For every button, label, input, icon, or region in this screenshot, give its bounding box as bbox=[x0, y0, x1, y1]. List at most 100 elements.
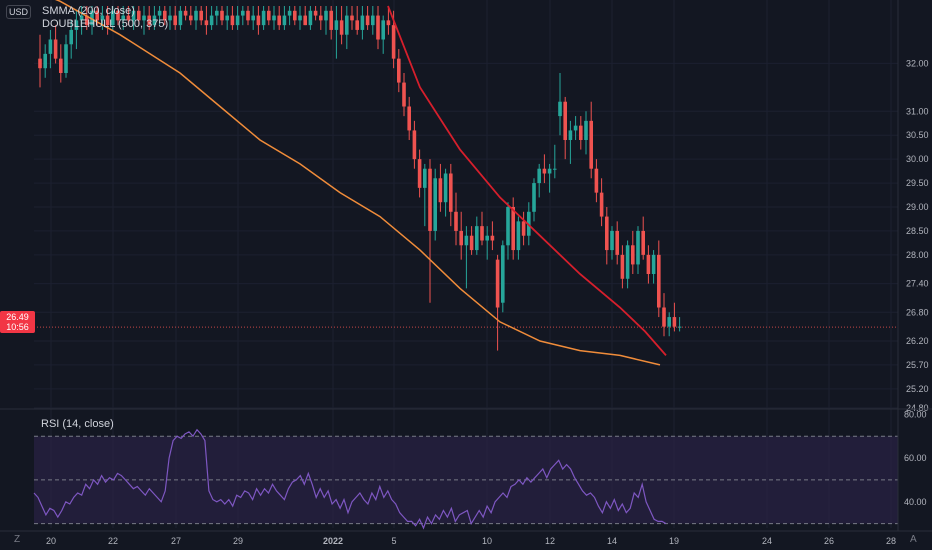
candle-body bbox=[438, 178, 443, 203]
candle-body bbox=[345, 15, 349, 35]
rsi-tick-label: 60.00 bbox=[904, 453, 927, 463]
candle-body bbox=[256, 15, 261, 26]
candle-body bbox=[386, 20, 391, 26]
candle-body bbox=[64, 44, 68, 73]
candle-body bbox=[511, 207, 515, 251]
last-price-label: 26.49 10:56 bbox=[0, 311, 35, 333]
candle-body bbox=[636, 230, 640, 265]
timezone-button[interactable]: Z bbox=[14, 534, 21, 545]
candle-body bbox=[339, 20, 344, 35]
candle-body bbox=[620, 254, 625, 279]
candle-body bbox=[672, 317, 677, 327]
legend-smma[interactable]: SMMA (200, close) bbox=[42, 5, 135, 17]
candle-body bbox=[646, 254, 651, 274]
candle-body bbox=[412, 130, 417, 160]
candle-body bbox=[589, 120, 593, 169]
candle-body bbox=[625, 245, 630, 279]
candlestick-series bbox=[34, 6, 898, 351]
candle-body bbox=[277, 15, 281, 26]
candle-body bbox=[584, 120, 588, 140]
candle-body bbox=[69, 29, 73, 45]
candle-body bbox=[407, 106, 411, 131]
price-tick-label: 30.00 bbox=[906, 154, 929, 164]
candle-body bbox=[121, 15, 125, 21]
candle-body bbox=[594, 168, 599, 193]
price-tick-label: 26.80 bbox=[906, 307, 929, 317]
candle-body bbox=[610, 230, 614, 251]
candle-body bbox=[53, 39, 58, 59]
legend-rsi[interactable]: RSI (14, close) bbox=[41, 418, 114, 430]
candle-body bbox=[48, 39, 53, 54]
candle-body bbox=[230, 15, 235, 26]
candle-body bbox=[272, 15, 276, 21]
bar-countdown: 10:56 bbox=[6, 322, 29, 332]
time-tick-label: 29 bbox=[233, 536, 243, 546]
time-tick-label: 20 bbox=[46, 536, 56, 546]
candle-body bbox=[371, 15, 375, 26]
candle-body bbox=[111, 10, 115, 26]
price-tick-label: 24.80 bbox=[906, 403, 929, 413]
candle-body bbox=[428, 168, 432, 231]
candle-body bbox=[85, 15, 89, 26]
candle-body bbox=[204, 20, 209, 26]
candle-body bbox=[376, 15, 380, 40]
candle-body bbox=[189, 15, 193, 21]
currency-badge[interactable]: USD bbox=[6, 5, 32, 19]
candle-body bbox=[74, 20, 79, 30]
candle-body bbox=[568, 130, 573, 140]
time-tick-label: 5 bbox=[391, 536, 396, 546]
candle-body bbox=[303, 15, 307, 26]
candle-body bbox=[563, 101, 567, 140]
candle-body bbox=[355, 20, 359, 30]
candle-body bbox=[308, 10, 313, 26]
candle-body bbox=[402, 82, 406, 107]
candle-body bbox=[662, 307, 666, 327]
candle-body bbox=[433, 178, 437, 231]
candle-body bbox=[547, 168, 552, 174]
rsi-line bbox=[33, 428, 667, 530]
candle-body bbox=[220, 10, 224, 21]
candle-body bbox=[542, 168, 547, 174]
candle-body bbox=[579, 125, 583, 140]
candle-body bbox=[454, 211, 458, 231]
candle-body bbox=[152, 15, 157, 26]
candle-body bbox=[183, 10, 188, 16]
candle-body bbox=[178, 10, 183, 26]
candle-body bbox=[365, 15, 370, 26]
candle-body bbox=[173, 15, 177, 26]
candle-body bbox=[225, 15, 229, 21]
candle-body bbox=[246, 10, 250, 21]
candle-body bbox=[209, 15, 214, 26]
candle-body bbox=[157, 10, 162, 16]
candle-body bbox=[521, 221, 526, 236]
price-tick-label: 29.00 bbox=[906, 202, 929, 212]
candle-body bbox=[126, 15, 131, 21]
smma-line bbox=[54, 0, 661, 366]
time-tick-label: 12 bbox=[545, 536, 555, 546]
candle-body bbox=[537, 168, 541, 184]
candle-body bbox=[116, 10, 120, 21]
candle-body bbox=[298, 15, 302, 21]
candle-body bbox=[631, 245, 635, 265]
candle-body bbox=[459, 230, 463, 246]
legend-hull[interactable]: DOUBLEHULL (500, 375) bbox=[42, 18, 169, 30]
time-tick-label: 27 bbox=[171, 536, 181, 546]
candle-body bbox=[651, 254, 656, 274]
candle-body bbox=[449, 173, 453, 212]
auto-scale-button[interactable]: A bbox=[910, 534, 917, 545]
candle-body bbox=[319, 15, 323, 21]
time-tick-label: 2022 bbox=[323, 536, 343, 546]
time-tick-label: 24 bbox=[762, 536, 772, 546]
candle-body bbox=[423, 168, 427, 188]
candle-body bbox=[506, 207, 510, 246]
time-tick-label: 28 bbox=[886, 536, 896, 546]
candle-body bbox=[235, 15, 240, 26]
candle-body bbox=[131, 10, 136, 21]
price-tick-label: 25.20 bbox=[906, 384, 929, 394]
candle-body bbox=[215, 10, 219, 16]
candle-body bbox=[532, 183, 536, 212]
price-tick-label: 28.00 bbox=[906, 250, 929, 260]
candle-body bbox=[199, 10, 203, 21]
